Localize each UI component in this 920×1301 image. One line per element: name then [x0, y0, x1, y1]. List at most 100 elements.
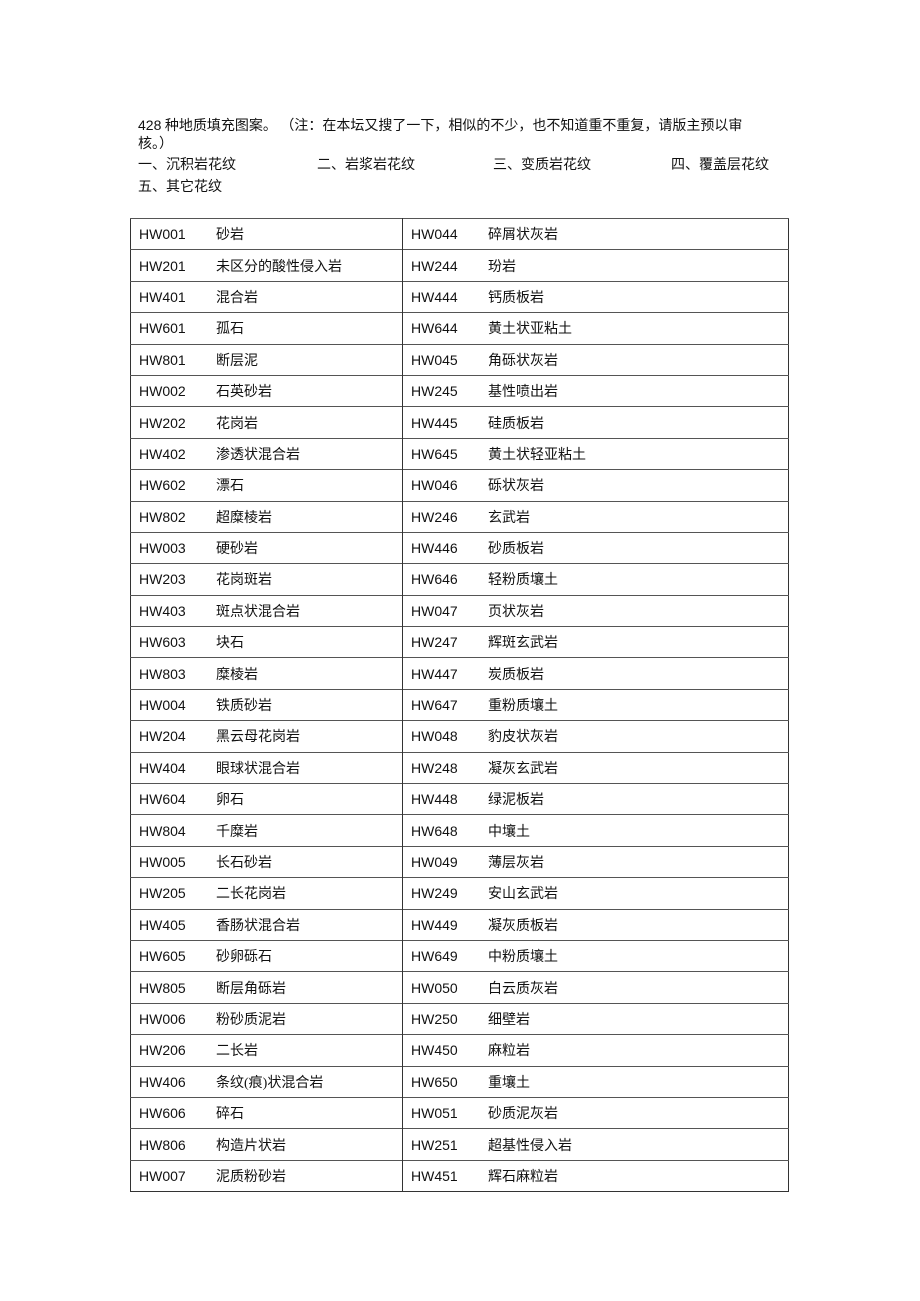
pattern-code: HW648 [402, 814, 488, 847]
pattern-code: HW245 [402, 374, 488, 407]
pattern-name: 花岗岩 [216, 406, 403, 439]
pattern-name: 铁质砂岩 [216, 688, 403, 721]
pattern-code: HW205 [130, 877, 216, 910]
pattern-name: 轻粉质壤土 [488, 563, 789, 596]
pattern-name: 构造片状岩 [216, 1128, 403, 1161]
pattern-code: HW206 [130, 1034, 216, 1067]
table-row: HW604 卵石 HW448 绿泥板岩 [130, 783, 789, 815]
pattern-code: HW004 [130, 688, 216, 721]
table-row: HW801 断层泥 HW045 角砾状灰岩 [130, 343, 789, 376]
pattern-code: HW001 [130, 217, 216, 250]
pattern-code: HW445 [402, 406, 488, 439]
category-sedimentary: 一、沉积岩花纹 [138, 158, 236, 173]
pattern-name: 糜棱岩 [216, 657, 403, 690]
pattern-code: HW804 [130, 814, 216, 847]
pattern-code: HW048 [402, 720, 488, 753]
table-row: HW202 花岗岩 HW445 硅质板岩 [130, 406, 789, 439]
table-row: HW003 硬砂岩 HW446 砂质板岩 [130, 531, 789, 564]
table-row: HW806 构造片状岩 HW251 超基性侵入岩 [130, 1128, 789, 1161]
pattern-code: HW202 [130, 406, 216, 439]
table-row: HW606 碎石 HW051 砂质泥灰岩 [130, 1096, 789, 1129]
pattern-code: HW249 [402, 877, 488, 910]
table-row: HW403 斑点状混合岩 HW047 页状灰岩 [130, 594, 789, 627]
table-row: HW402 渗透状混合岩 HW645 黄土状轻亚粘土 [130, 437, 789, 470]
table-row: HW005 长石砂岩 HW049 薄层灰岩 [130, 845, 789, 878]
pattern-name: 重壤土 [488, 1065, 789, 1098]
pattern-code: HW204 [130, 720, 216, 753]
pattern-name: 断层泥 [216, 343, 403, 376]
pattern-code: HW447 [402, 657, 488, 690]
pattern-code: HW003 [130, 531, 216, 564]
table-row: HW206 二长岩 HW450 麻粒岩 [130, 1034, 789, 1067]
pattern-name: 眼球状混合岩 [216, 751, 403, 784]
table-row: HW602 漂石 HW046 砾状灰岩 [130, 469, 789, 502]
table-row: HW406 条纹(痕)状混合岩 HW650 重壤土 [130, 1065, 789, 1098]
pattern-code: HW002 [130, 374, 216, 407]
pattern-code: HW444 [402, 280, 488, 313]
pattern-name: 辉斑玄武岩 [488, 626, 789, 658]
pattern-code: HW647 [402, 688, 488, 721]
category-metamorphic: 三、变质岩花纹 [493, 158, 591, 173]
pattern-name: 页状灰岩 [488, 594, 789, 627]
table-row: HW601 孤石 HW644 黄土状亚粘土 [130, 312, 789, 345]
pattern-name: 渗透状混合岩 [216, 437, 403, 470]
pattern-name: 砂质板岩 [488, 531, 789, 564]
pattern-code: HW005 [130, 845, 216, 878]
pattern-code: HW805 [130, 971, 216, 1004]
pattern-name: 石英砂岩 [216, 374, 403, 407]
pattern-name: 香肠状混合岩 [216, 908, 403, 941]
pattern-name: 中壤土 [488, 814, 789, 847]
pattern-name: 泥质粉砂岩 [216, 1159, 403, 1192]
pattern-table: HW001 砂岩 HW044 碎屑状灰岩 HW201 未区分的酸性侵入岩 HW244 玢岩 HW… [130, 217, 789, 1193]
pattern-code: HW006 [130, 1002, 216, 1035]
pattern-name: 安山玄武岩 [488, 877, 789, 910]
pattern-code: HW446 [402, 531, 488, 564]
pattern-name: 千糜岩 [216, 814, 403, 847]
category-overburden: 四、覆盖层花纹 [671, 158, 769, 173]
table-row: HW006 粉砂质泥岩 HW250 细壁岩 [130, 1002, 789, 1035]
pattern-name: 砂岩 [216, 217, 403, 250]
pattern-code: HW450 [402, 1034, 488, 1067]
pattern-name: 绿泥板岩 [488, 783, 789, 815]
category-other: 五、其它花纹 [138, 180, 222, 195]
pattern-name: 砂卵砾石 [216, 939, 403, 972]
pattern-code: HW449 [402, 908, 488, 941]
pattern-name: 中粉质壤土 [488, 939, 789, 972]
pattern-name: 黑云母花岗岩 [216, 720, 403, 753]
pattern-code: HW602 [130, 469, 216, 502]
table-row: HW204 黑云母花岗岩 HW048 豹皮状灰岩 [130, 720, 789, 753]
pattern-name: 花岗斑岩 [216, 563, 403, 596]
pattern-code: HW645 [402, 437, 488, 470]
pattern-code: HW801 [130, 343, 216, 376]
pattern-code: HW649 [402, 939, 488, 972]
pattern-name: 硅质板岩 [488, 406, 789, 439]
pattern-code: HW401 [130, 280, 216, 313]
table-row: HW201 未区分的酸性侵入岩 HW244 玢岩 [130, 249, 789, 282]
pattern-name: 二长岩 [216, 1034, 403, 1067]
pattern-name: 卵石 [216, 783, 403, 815]
intro-text: 428 种地质填充图案。 （注：在本坛又搜了一下，相似的不少，也不知道重不重复，… [138, 116, 758, 154]
pattern-name: 白云质灰岩 [488, 971, 789, 1004]
pattern-code: HW250 [402, 1002, 488, 1035]
pattern-code: HW051 [402, 1096, 488, 1129]
pattern-name: 超糜棱岩 [216, 500, 403, 533]
pattern-name: 炭质板岩 [488, 657, 789, 690]
pattern-code: HW007 [130, 1159, 216, 1192]
pattern-code: HW650 [402, 1065, 488, 1098]
table-row: HW203 花岗斑岩 HW646 轻粉质壤土 [130, 563, 789, 596]
pattern-name: 硬砂岩 [216, 531, 403, 564]
pattern-code: HW047 [402, 594, 488, 627]
pattern-name: 基性喷出岩 [488, 374, 789, 407]
pattern-code: HW603 [130, 626, 216, 658]
table-row: HW803 糜棱岩 HW447 炭质板岩 [130, 657, 789, 690]
pattern-code: HW046 [402, 469, 488, 502]
pattern-name: 粉砂质泥岩 [216, 1002, 403, 1035]
pattern-code: HW045 [402, 343, 488, 376]
pattern-name: 混合岩 [216, 280, 403, 313]
table-row: HW001 砂岩 HW044 碎屑状灰岩 [130, 217, 789, 250]
pattern-name: 砂质泥灰岩 [488, 1096, 789, 1129]
pattern-name: 二长花岗岩 [216, 877, 403, 910]
pattern-code: HW404 [130, 751, 216, 784]
table-row: HW007 泥质粉砂岩 HW451 辉石麻粒岩 [130, 1159, 789, 1192]
pattern-code: HW646 [402, 563, 488, 596]
